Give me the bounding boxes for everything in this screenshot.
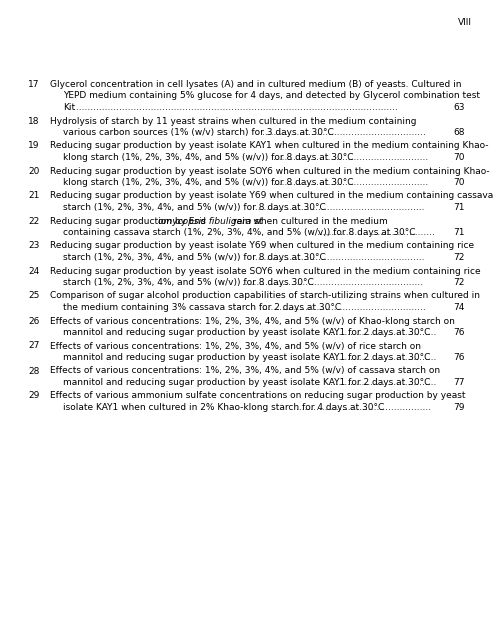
Text: ......................................................: ........................................… [273, 153, 428, 162]
Text: .........................................: ........................................… [316, 228, 435, 237]
Text: ............................................................: ........................................… [252, 203, 425, 212]
Text: 24: 24 [28, 266, 39, 275]
Text: klong starch (1%, 2%, 3%, 4%, and 5% (w/v)) for 8 days at 30°C: klong starch (1%, 2%, 3%, 4%, and 5% (w/… [63, 153, 353, 162]
Text: ...............................................: ........................................… [296, 403, 431, 412]
Text: omycopsis fibuligera st: omycopsis fibuligera st [158, 216, 263, 225]
Text: Comparison of sugar alcohol production capabilities of starch-utilizing strains : Comparison of sugar alcohol production c… [50, 291, 480, 301]
Text: containing cassava starch (1%, 2%, 3%, 4%, and 5% (w/v)) for 8 days at 30°C: containing cassava starch (1%, 2%, 3%, 4… [63, 228, 415, 237]
Text: starch (1%, 2%, 3%, 4%, and 5% (w/v)) for 8 days at 30°C: starch (1%, 2%, 3%, 4%, and 5% (w/v)) fo… [63, 203, 326, 212]
Text: 68: 68 [453, 128, 465, 137]
Text: ...............................................................: ........................................… [242, 278, 423, 287]
Text: Effects of various concentrations: 1%, 2%, 3%, 4%, and 5% (w/v) of rice starch o: Effects of various concentrations: 1%, 2… [50, 342, 421, 351]
Text: ................................................................................: ........................................… [73, 103, 398, 112]
Text: .........................................................: ........................................… [262, 128, 426, 137]
Text: 23: 23 [28, 241, 40, 250]
Text: 71: 71 [453, 203, 465, 212]
Text: VIII: VIII [458, 18, 472, 27]
Text: 29: 29 [28, 392, 40, 401]
Text: 18: 18 [28, 116, 40, 125]
Text: starch (1%, 2%, 3%, 4%, and 5% (w/v)) for 8 days at 30°C: starch (1%, 2%, 3%, 4%, and 5% (w/v)) fo… [63, 253, 326, 262]
Text: ............................................................: ........................................… [252, 253, 425, 262]
Text: mannitol and reducing sugar production by yeast isolate KAY1 for 2 days at 30°C: mannitol and reducing sugar production b… [63, 353, 430, 362]
Text: isolate KAY1 when cultured in 2% Khao-klong starch for 4 days at 30°C: isolate KAY1 when cultured in 2% Khao-kl… [63, 403, 384, 412]
Text: Effects of various ammonium sulfate concentrations on reducing sugar production : Effects of various ammonium sulfate conc… [50, 392, 465, 401]
Text: 72: 72 [453, 253, 465, 262]
Text: the medium containing 3% cassava starch for 2 days at 30°C: the medium containing 3% cassava starch … [63, 303, 341, 312]
Text: Reducing sugar production by End: Reducing sugar production by End [50, 216, 206, 225]
Text: various carbon sources (1% (w/v) starch) for 3 days at 30°C: various carbon sources (1% (w/v) starch)… [63, 128, 334, 137]
Text: 21: 21 [28, 191, 40, 200]
Text: mannitol and reducing sugar production by yeast isolate KAY1 for 2 days at 30°C: mannitol and reducing sugar production b… [63, 328, 430, 337]
Text: Kit: Kit [63, 103, 75, 112]
Text: Reducing sugar production by yeast isolate SOY6 when cultured in the medium cont: Reducing sugar production by yeast isola… [50, 266, 481, 275]
Text: mannitol and reducing sugar production by yeast isolate KAY1 for 2 days at 30°C: mannitol and reducing sugar production b… [63, 378, 430, 387]
Text: .....................................: ..................................... [330, 328, 437, 337]
Text: Glycerol concentration in cell lysates (A) and in cultured medium (B) of yeasts.: Glycerol concentration in cell lysates (… [50, 80, 461, 89]
Text: 17: 17 [28, 80, 40, 89]
Text: .....................................: ..................................... [330, 353, 437, 362]
Text: Reducing sugar production by yeast isolate SOY6 when cultured in the medium cont: Reducing sugar production by yeast isola… [50, 166, 490, 175]
Text: 27: 27 [28, 342, 40, 351]
Text: 71: 71 [453, 228, 465, 237]
Text: ..........................................................: ........................................… [259, 303, 426, 312]
Text: 20: 20 [28, 166, 40, 175]
Text: 25: 25 [28, 291, 40, 301]
Text: Reducing sugar production by yeast isolate Y69 when cultured in the medium conta: Reducing sugar production by yeast isola… [50, 241, 474, 250]
Text: Reducing sugar production by yeast isolate Y69 when cultured in the medium conta: Reducing sugar production by yeast isola… [50, 191, 493, 200]
Text: 77: 77 [453, 378, 465, 387]
Text: 22: 22 [28, 216, 39, 225]
Text: klong starch (1%, 2%, 3%, 4%, and 5% (w/v)) for 8 days at 30°C: klong starch (1%, 2%, 3%, 4%, and 5% (w/… [63, 178, 353, 187]
Text: 76: 76 [453, 353, 465, 362]
Text: 19: 19 [28, 141, 40, 150]
Text: .....................................: ..................................... [330, 378, 437, 387]
Text: 26: 26 [28, 317, 40, 326]
Text: 76: 76 [453, 328, 465, 337]
Text: 63: 63 [453, 103, 465, 112]
Text: 74: 74 [453, 303, 465, 312]
Text: Effects of various concentrations: 1%, 2%, 3%, 4%, and 5% (w/v) of Khao-klong st: Effects of various concentrations: 1%, 2… [50, 317, 455, 326]
Text: Hydrolysis of starch by 11 yeast strains when cultured in the medium containing: Hydrolysis of starch by 11 yeast strains… [50, 116, 416, 125]
Text: ......................................................: ........................................… [273, 178, 428, 187]
Text: Effects of various concentrations: 1%, 2%, 3%, 4%, and 5% (w/v) of cassava starc: Effects of various concentrations: 1%, 2… [50, 367, 440, 376]
Text: starch (1%, 2%, 3%, 4%, and 5% (w/v)) for 8 days 30°C: starch (1%, 2%, 3%, 4%, and 5% (w/v)) fo… [63, 278, 317, 287]
Text: 70: 70 [453, 153, 465, 162]
Text: Reducing sugar production by yeast isolate KAY1 when cultured in the medium cont: Reducing sugar production by yeast isola… [50, 141, 489, 150]
Text: 72: 72 [453, 278, 465, 287]
Text: YEPD medium containing 5% glucose for 4 days, and detected by Glycerol combinati: YEPD medium containing 5% glucose for 4 … [63, 92, 480, 100]
Text: rain when cultured in the medium: rain when cultured in the medium [233, 216, 388, 225]
Text: 79: 79 [453, 403, 465, 412]
Text: 28: 28 [28, 367, 40, 376]
Text: 70: 70 [453, 178, 465, 187]
